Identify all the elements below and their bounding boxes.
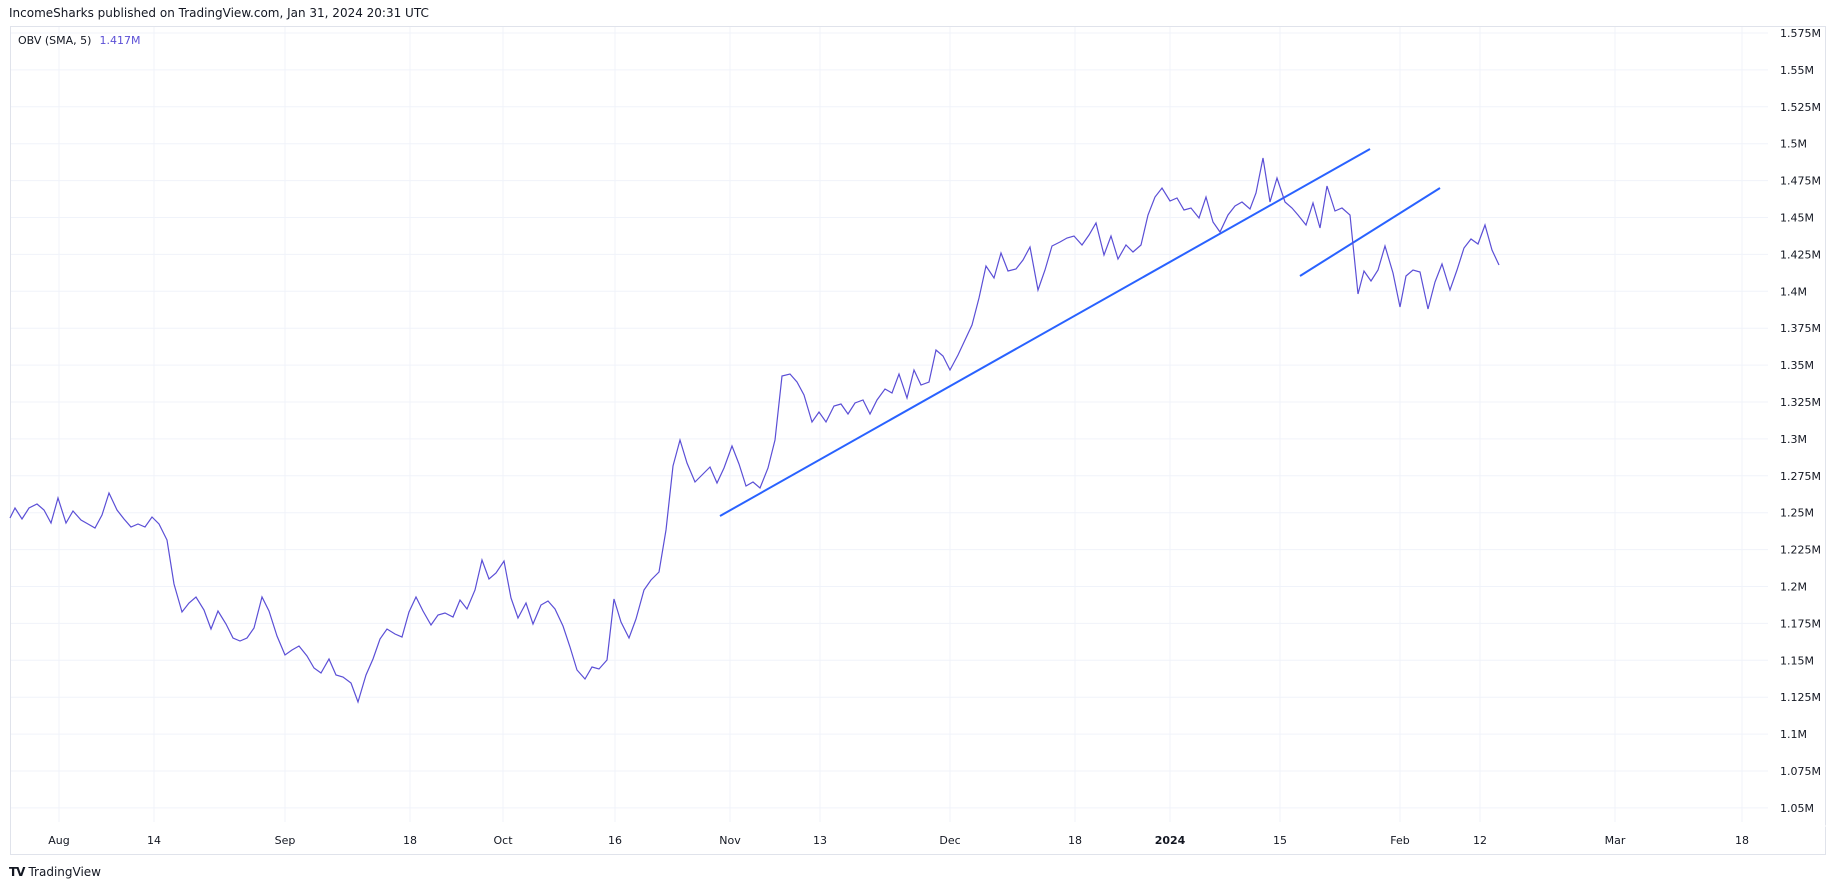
y-tick-label: 1.55M xyxy=(1780,64,1814,77)
x-tick-label: 16 xyxy=(608,834,622,847)
x-tick-label: Feb xyxy=(1390,834,1409,847)
grid xyxy=(11,27,1826,827)
x-tick-label: 12 xyxy=(1473,834,1487,847)
y-tick-label: 1.175M xyxy=(1780,617,1821,630)
x-tick-label: Aug xyxy=(48,834,69,847)
y-tick-label: 1.5M xyxy=(1780,138,1807,151)
x-tick-label: 14 xyxy=(147,834,161,847)
y-tick-label: 1.325M xyxy=(1780,396,1821,409)
y-tick-label: 1.275M xyxy=(1780,470,1821,483)
x-tick-label: 13 xyxy=(813,834,827,847)
trendlines[interactable] xyxy=(719,148,1441,517)
tradingview-logo-icon: TV xyxy=(9,865,26,879)
x-tick-label: 18 xyxy=(1068,834,1082,847)
y-tick-label: 1.475M xyxy=(1780,175,1821,188)
y-tick-label: 1.1M xyxy=(1780,728,1807,741)
y-tick-label: 1.525M xyxy=(1780,101,1821,114)
y-tick-label: 1.05M xyxy=(1780,802,1814,815)
x-tick-label: Mar xyxy=(1605,834,1626,847)
x-tick-label: Sep xyxy=(275,834,296,847)
y-tick-label: 1.25M xyxy=(1780,507,1814,520)
y-tick-label: 1.075M xyxy=(1780,765,1821,778)
chart-frame xyxy=(10,26,1826,855)
x-axis[interactable]: Aug 14 Sep 18 Oct 16 Nov 13 Dec 18 2024 15 Feb 12 Mar 1… xyxy=(48,834,1749,847)
brand-name: TradingView xyxy=(28,865,101,879)
x-tick-label: Dec xyxy=(939,834,960,847)
x-tick-label: 18 xyxy=(1735,834,1749,847)
y-tick-label: 1.375M xyxy=(1780,322,1821,335)
x-tick-label: 15 xyxy=(1273,834,1287,847)
y-tick-label: 1.575M xyxy=(1780,27,1821,40)
obv-line xyxy=(9,157,1500,704)
y-axis[interactable]: 1.575M 1.55M 1.525M 1.5M 1.475M 1.45M 1.425M 1.… xyxy=(1780,27,1821,815)
indicator-value: 1.417M xyxy=(99,34,141,47)
y-tick-label: 1.2M xyxy=(1780,581,1807,594)
trendline[interactable] xyxy=(1299,187,1441,277)
y-tick-label: 1.4M xyxy=(1780,285,1807,298)
trendline[interactable] xyxy=(719,148,1371,517)
x-tick-label: Oct xyxy=(493,834,513,847)
y-tick-label: 1.425M xyxy=(1780,248,1821,261)
y-tick-label: 1.3M xyxy=(1780,433,1807,446)
x-tick-label: 18 xyxy=(403,834,417,847)
y-tick-label: 1.45M xyxy=(1780,212,1814,225)
x-tick-label: 2024 xyxy=(1155,834,1186,847)
tradingview-branding[interactable]: TV TradingView xyxy=(9,865,101,879)
publish-info: IncomeSharks published on TradingView.co… xyxy=(9,6,429,20)
x-tick-label: Nov xyxy=(719,834,741,847)
y-tick-label: 1.125M xyxy=(1780,691,1821,704)
indicator-name: OBV (SMA, 5) xyxy=(18,34,92,47)
indicator-legend[interactable]: OBV (SMA, 5) 1.417M xyxy=(18,34,140,47)
y-tick-label: 1.15M xyxy=(1780,654,1814,667)
y-tick-label: 1.35M xyxy=(1780,359,1814,372)
y-tick-label: 1.225M xyxy=(1780,544,1821,557)
